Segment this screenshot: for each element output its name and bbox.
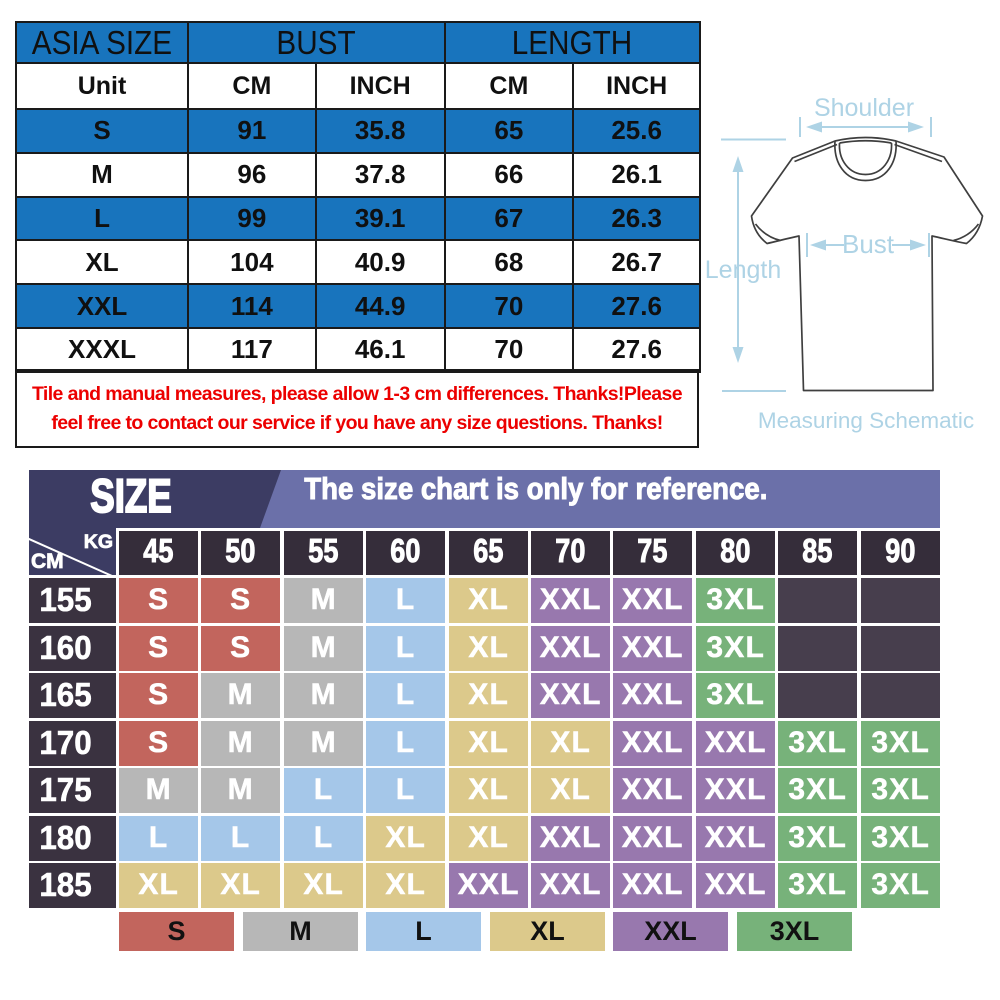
svg-text:Measuring Schematic: Measuring Schematic	[758, 408, 974, 433]
svg-text:Shoulder: Shoulder	[814, 94, 914, 122]
svg-text:Bust: Bust	[842, 229, 895, 259]
svg-text:Length: Length	[705, 256, 781, 284]
